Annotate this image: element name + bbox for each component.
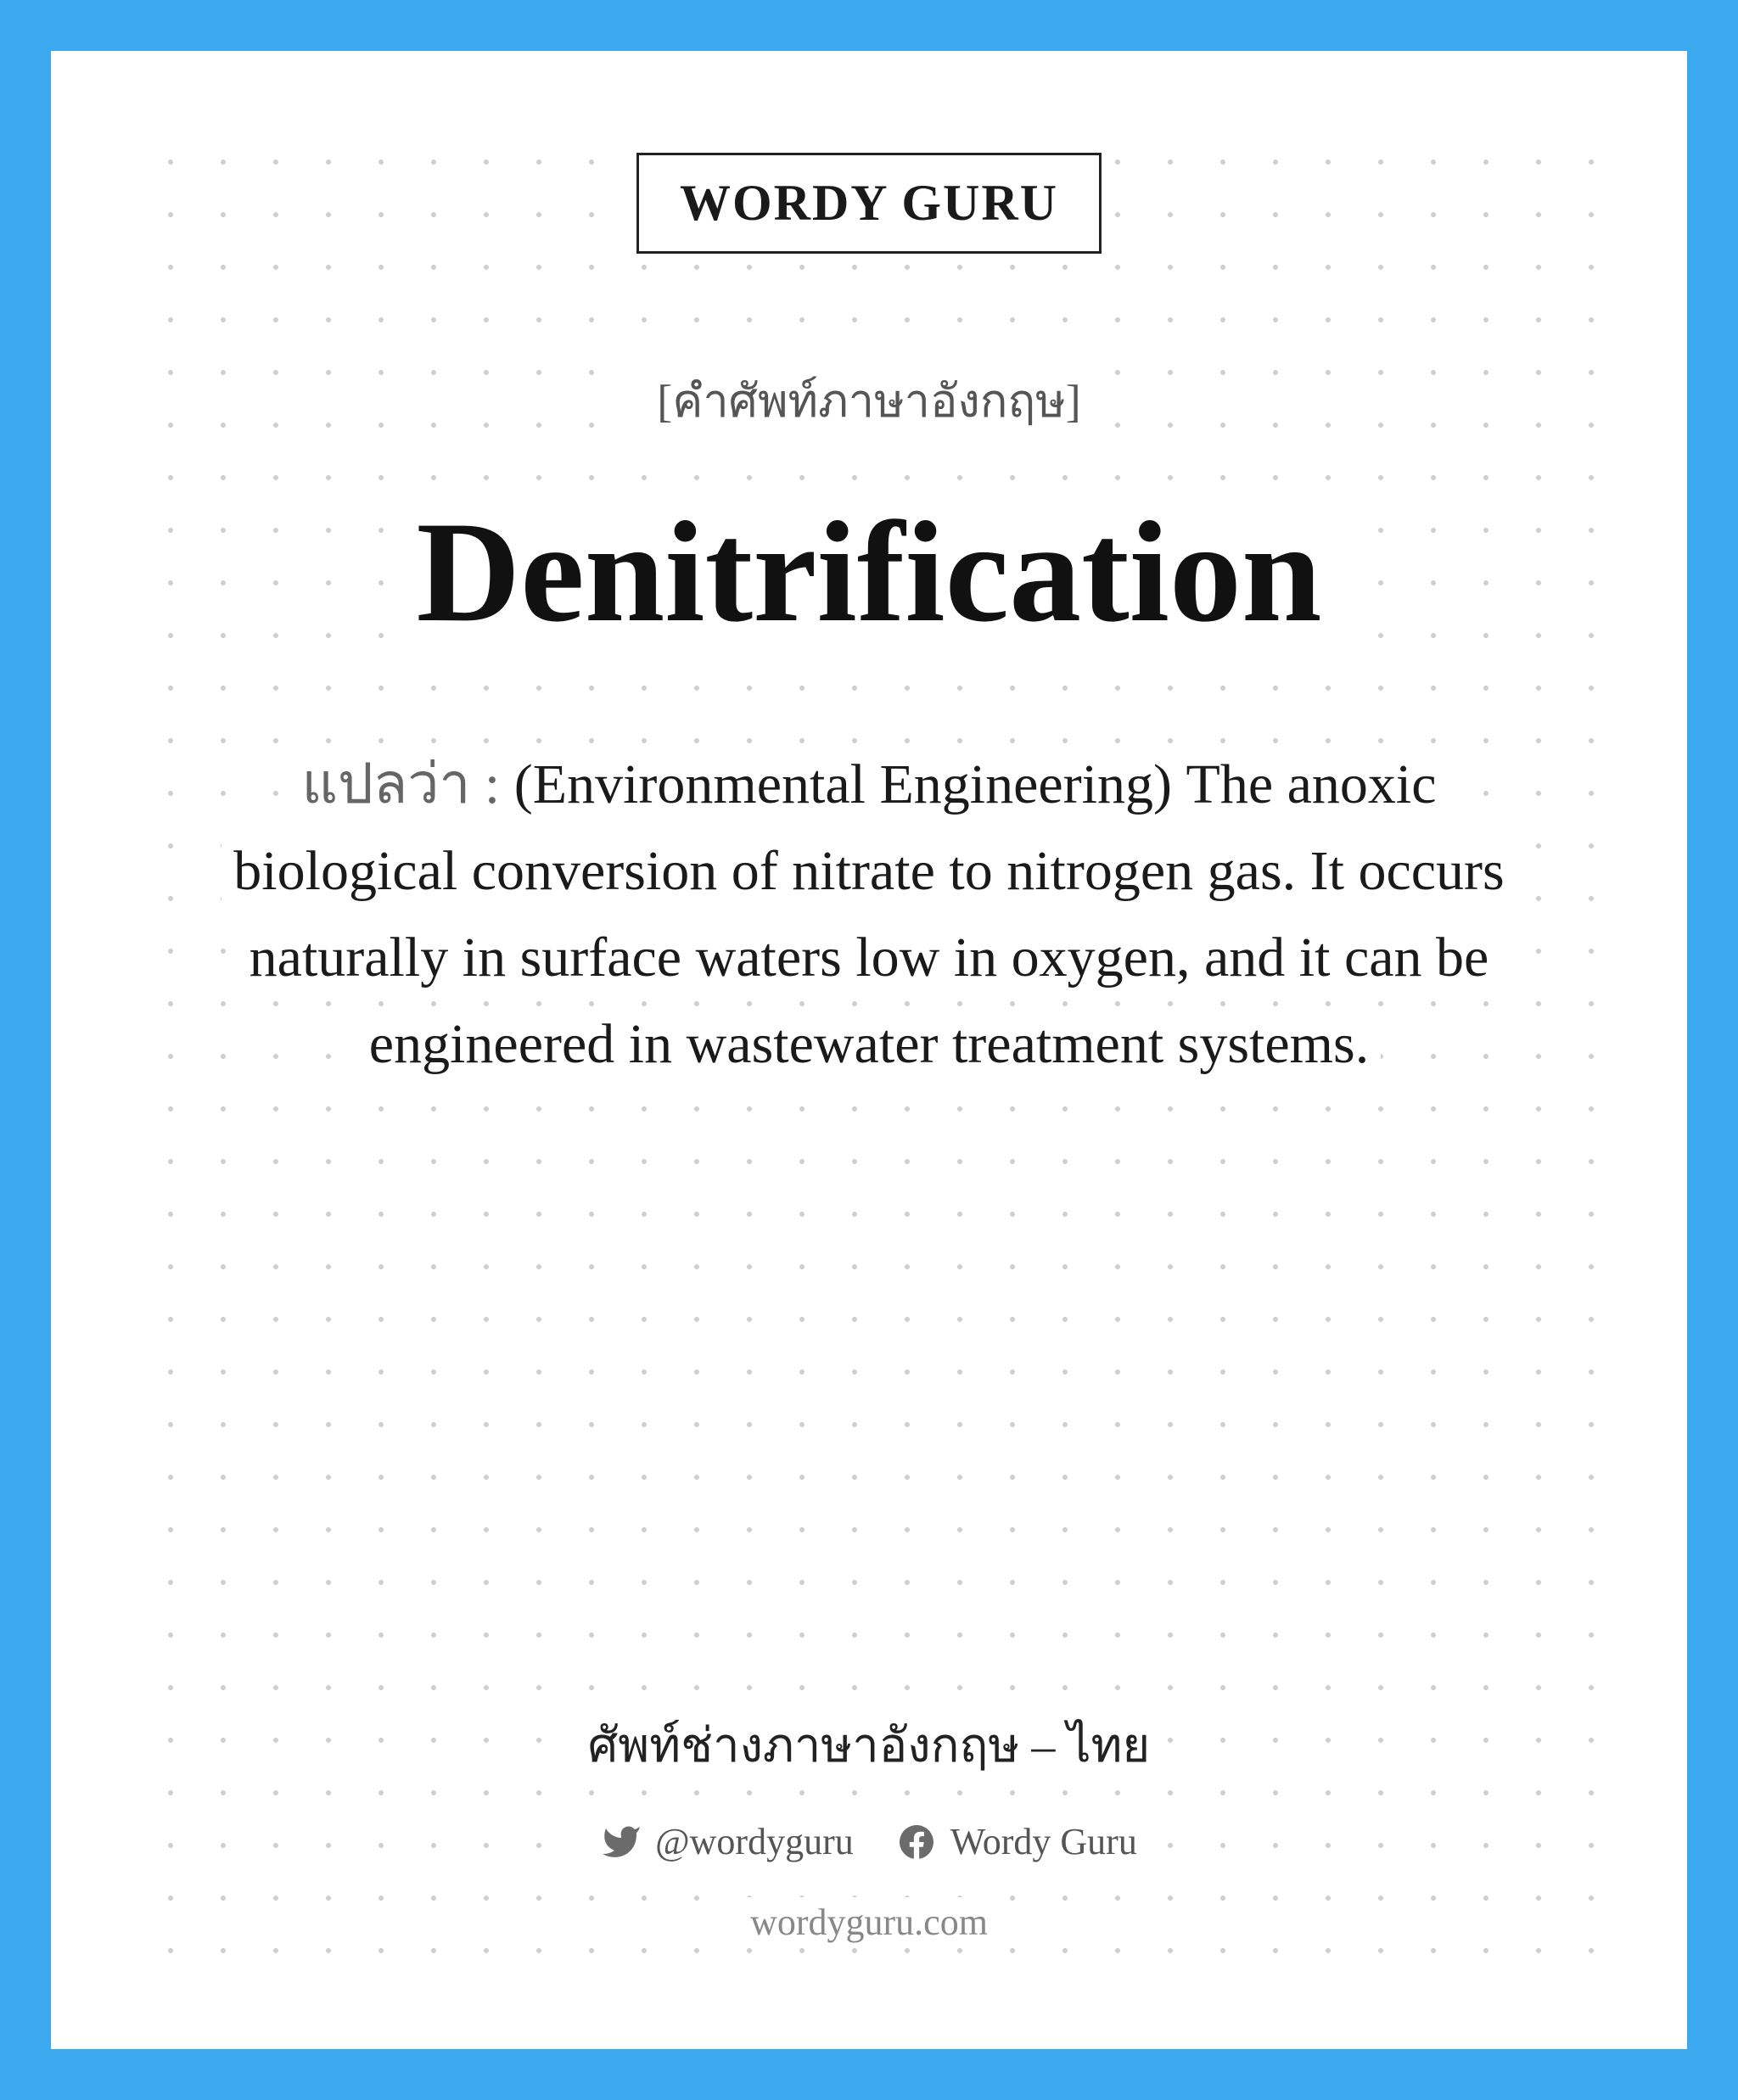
logo-box: WORDY GURU (636, 153, 1102, 254)
term-heading: Denitrification (396, 496, 1343, 648)
logo-text: WORDY GURU (680, 175, 1058, 231)
definition-block: แปลว่า : (Environmental Engineering) The… (182, 742, 1556, 1089)
twitter-handle: @wordyguru (655, 1820, 854, 1863)
content-area: WORDY GURU [คำศัพท์ภาษาอังกฤษ] Denitrifi… (127, 136, 1611, 1089)
card: WORDY GURU [คำศัพท์ภาษาอังกฤษ] Denitrifi… (51, 51, 1687, 2049)
facebook-link[interactable]: Wordy Guru (896, 1820, 1137, 1863)
category-label: [คำศัพท์ภาษาอังกฤษ] (642, 364, 1096, 437)
footer-title: ศัพท์ช่างภาษาอังกฤษ – ไทย (571, 1704, 1167, 1786)
twitter-icon (601, 1822, 642, 1862)
facebook-icon (896, 1822, 937, 1862)
twitter-link[interactable]: @wordyguru (601, 1820, 854, 1863)
page-outer: WORDY GURU [คำศัพท์ภาษาอังกฤษ] Denitrifi… (0, 0, 1738, 2100)
site-url[interactable]: wordyguru.com (733, 1897, 1005, 1947)
footer: ศัพท์ช่างภาษาอังกฤษ – ไทย @wordyguru Wor… (51, 1704, 1687, 1947)
facebook-handle: Wordy Guru (950, 1820, 1137, 1863)
definition-label: แปลว่า : (301, 753, 513, 815)
social-row: @wordyguru Wordy Guru (580, 1815, 1158, 1868)
